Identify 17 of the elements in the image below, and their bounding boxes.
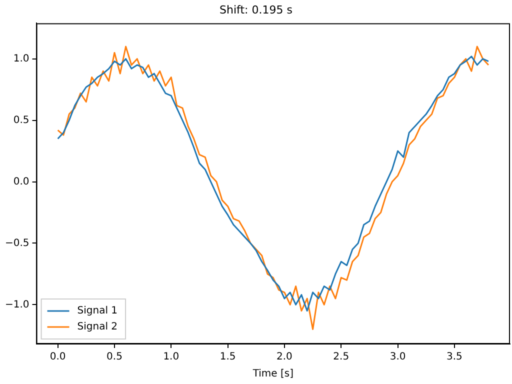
x-tick-label: 2.0 xyxy=(276,352,292,363)
x-tick-label: 1.5 xyxy=(220,352,236,363)
chart-title: Shift: 0.195 s xyxy=(220,3,293,16)
legend-label: Signal 2 xyxy=(77,322,118,333)
x-tick-label: 0.5 xyxy=(106,352,122,363)
y-tick-label: 1.0 xyxy=(13,53,30,64)
y-tick-label: 0.5 xyxy=(13,114,30,126)
y-tick-label: 0.0 xyxy=(13,176,30,188)
x-tick-label: 2.5 xyxy=(333,352,350,363)
x-axis-title: Time [s] xyxy=(252,368,294,380)
x-tick-label: 1.0 xyxy=(163,352,180,363)
x-tick-label: 0.0 xyxy=(50,352,66,363)
legend-label: Signal 1 xyxy=(77,306,118,317)
y-tick-label: −0.5 xyxy=(4,238,30,249)
x-tick-label: 3.5 xyxy=(446,352,462,363)
x-tick-label: 3.0 xyxy=(390,352,406,363)
y-tick-label: −1.0 xyxy=(4,299,30,310)
